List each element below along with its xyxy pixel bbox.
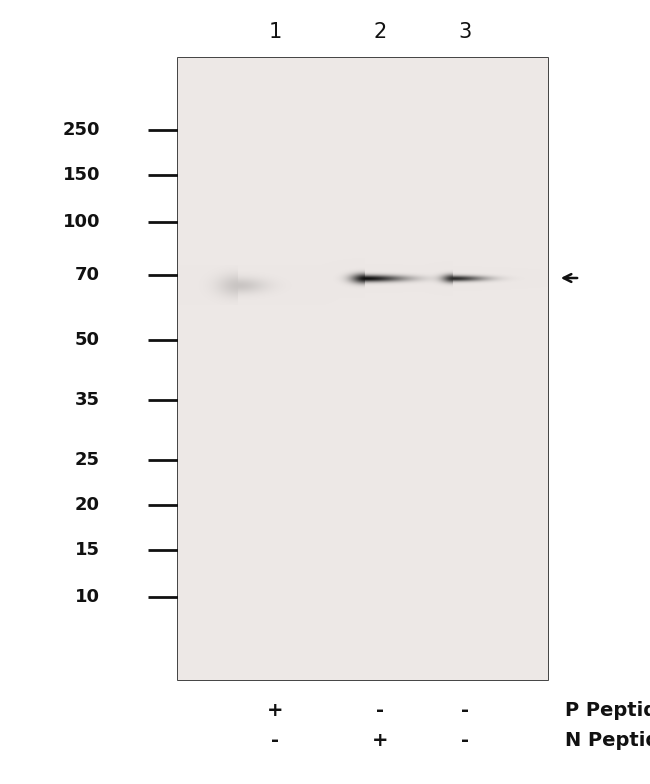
Text: -: - (376, 700, 384, 720)
Text: 70: 70 (75, 266, 100, 284)
Text: 1: 1 (268, 22, 281, 42)
Text: 25: 25 (75, 451, 100, 469)
Text: 50: 50 (75, 331, 100, 349)
Text: N Peptide: N Peptide (565, 731, 650, 750)
Text: 150: 150 (62, 166, 100, 184)
Text: +: + (266, 700, 283, 720)
Bar (178, 58, 548, 680)
Text: 100: 100 (62, 213, 100, 231)
Text: -: - (271, 731, 279, 750)
Text: -: - (461, 700, 469, 720)
Text: 3: 3 (458, 22, 472, 42)
Text: -: - (461, 731, 469, 750)
Text: 250: 250 (62, 121, 100, 139)
Text: 35: 35 (75, 391, 100, 409)
Text: P Peptide: P Peptide (565, 700, 650, 720)
Text: +: + (372, 731, 388, 750)
Text: 15: 15 (75, 541, 100, 559)
Text: 2: 2 (373, 22, 387, 42)
Text: 20: 20 (75, 496, 100, 514)
Text: 10: 10 (75, 588, 100, 606)
